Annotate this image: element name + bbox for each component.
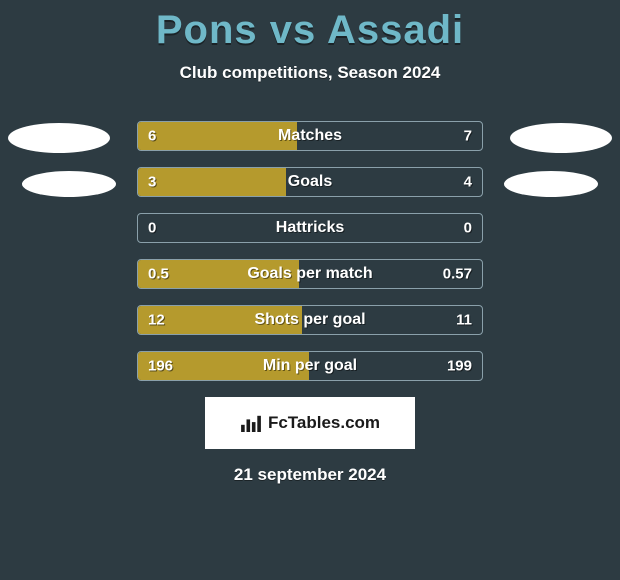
metric-value-right: 7 [464, 128, 472, 145]
comparison-chart: 6 Matches 7 3 Goals 4 0 Hattricks 0 0.5 … [0, 121, 620, 485]
metric-row: 6 Matches 7 [137, 121, 483, 151]
metric-value-left: 6 [148, 128, 156, 145]
metric-value-right: 0.57 [443, 266, 472, 283]
metric-value-left: 0.5 [148, 266, 169, 283]
metric-value-left: 12 [148, 312, 165, 329]
source-badge-text: FcTables.com [268, 413, 380, 433]
metric-label: Matches [278, 127, 342, 145]
player-b-avatar-placeholder-1 [510, 123, 612, 153]
player-a-avatar-placeholder-1 [8, 123, 110, 153]
bar-chart-icon [240, 414, 262, 432]
player-a-avatar-placeholder-2 [22, 171, 116, 197]
metric-label: Goals [288, 173, 332, 191]
metric-row: 0.5 Goals per match 0.57 [137, 259, 483, 289]
date-label: 21 september 2024 [0, 465, 620, 485]
metric-value-left: 3 [148, 174, 156, 191]
metric-label: Hattricks [276, 219, 344, 237]
vs-label: vs [270, 8, 317, 52]
player-b-name: Assadi [327, 8, 464, 52]
metric-label: Min per goal [263, 357, 357, 375]
metric-value-left: 0 [148, 220, 156, 237]
source-badge: FcTables.com [205, 397, 415, 449]
metric-fill [138, 122, 297, 150]
metric-row: 12 Shots per goal 11 [137, 305, 483, 335]
metric-rows: 6 Matches 7 3 Goals 4 0 Hattricks 0 0.5 … [137, 121, 483, 381]
metric-value-right: 11 [456, 312, 472, 329]
subtitle: Club competitions, Season 2024 [0, 63, 620, 83]
metric-label: Shots per goal [254, 311, 365, 329]
metric-value-right: 0 [464, 220, 472, 237]
player-b-avatar-placeholder-2 [504, 171, 598, 197]
metric-value-left: 196 [148, 358, 173, 375]
metric-value-right: 199 [447, 358, 472, 375]
page-title: Pons vs Assadi [0, 0, 620, 53]
metric-fill [138, 168, 286, 196]
metric-value-right: 4 [464, 174, 472, 191]
metric-row: 196 Min per goal 199 [137, 351, 483, 381]
metric-row: 0 Hattricks 0 [137, 213, 483, 243]
metric-label: Goals per match [247, 265, 372, 283]
metric-row: 3 Goals 4 [137, 167, 483, 197]
player-a-name: Pons [156, 8, 258, 52]
